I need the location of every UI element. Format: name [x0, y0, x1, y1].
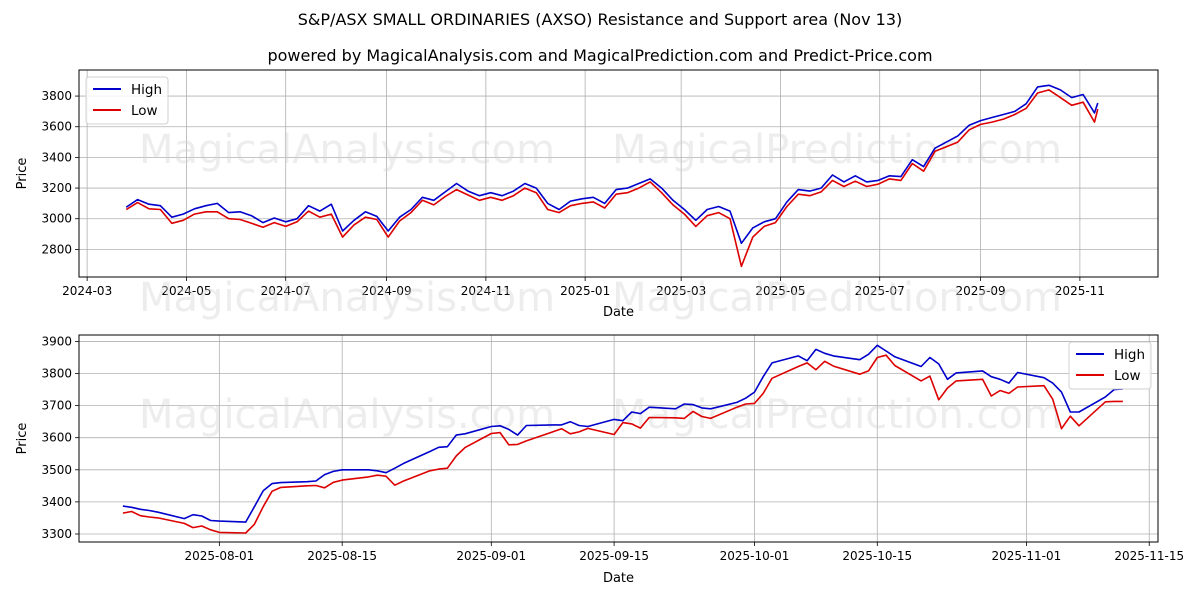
- price-history-plot: MagicalAnalysis.com MagicalPrediction.co…: [15, 69, 1159, 321]
- x-tick-label: 2025-05: [755, 284, 805, 298]
- x-tick-label: 2025-09-15: [579, 549, 649, 563]
- x-tick-label: 2025-10-01: [720, 549, 790, 563]
- x-tick-label: 2024-05: [161, 284, 211, 298]
- watermark-magicalanalysis: MagicalAnalysis.com: [139, 392, 555, 438]
- y-axis-ticks: 3300 3400 3500 3600 3700 3800 3900: [41, 334, 79, 541]
- axes-frame: [78, 69, 1159, 278]
- legend-low-label: Low: [131, 103, 158, 119]
- axes-frame: [78, 334, 1159, 543]
- y-tick-label: 3700: [41, 399, 72, 413]
- x-tick-label: 2025-11: [1055, 284, 1105, 298]
- y-tick-label: 3800: [41, 367, 72, 381]
- watermark-magicalprediction: MagicalPrediction.com: [612, 275, 1062, 321]
- x-axis-label: Date: [603, 305, 634, 320]
- watermark-magicalprediction: MagicalPrediction.com: [612, 127, 1062, 173]
- x-tick-label: 2025-09-01: [456, 549, 526, 563]
- y-tick-label: 3500: [41, 463, 72, 477]
- grid-lines: [79, 70, 1158, 277]
- x-tick-label: 2024-11: [461, 284, 511, 298]
- legend-high-label: High: [131, 82, 162, 98]
- x-tick-label: 2025-03: [656, 284, 706, 298]
- series-lines: [125, 84, 1099, 268]
- x-axis-ticks: 2024-03 2024-05 2024-07 2024-09 2024-11 2025-…: [62, 277, 1105, 298]
- y-tick-label: 3400: [41, 150, 72, 164]
- series-low-line: [122, 354, 1123, 534]
- x-tick-label: 2025-10-15: [842, 549, 912, 563]
- series-lines: [122, 344, 1123, 534]
- series-low-line: [125, 89, 1099, 268]
- legend: High Low: [1068, 341, 1152, 390]
- x-tick-label: 2025-07: [855, 284, 905, 298]
- chart-title: S&P/ASX SMALL ORDINARIES (AXSO) Resistan…: [297, 10, 903, 29]
- chart-subtitle: powered by MagicalAnalysis.com and Magic…: [267, 46, 933, 65]
- y-tick-label: 3300: [41, 527, 72, 541]
- legend: High Low: [85, 76, 169, 125]
- x-tick-label: 2025-08-15: [307, 549, 377, 563]
- y-axis-ticks: 2800 3000 3200 3400 3600 3800: [41, 89, 79, 256]
- watermark-magicalanalysis: MagicalAnalysis.com: [139, 275, 555, 321]
- grid-lines: [79, 335, 1158, 542]
- x-tick-label: 2024-07: [261, 284, 311, 298]
- watermark-magicalprediction: MagicalPrediction.com: [612, 392, 1062, 438]
- series-high-line: [122, 344, 1123, 523]
- x-tick-label: 2024-03: [62, 284, 112, 298]
- y-tick-label: 3600: [41, 431, 72, 445]
- x-tick-label: 2025-01: [560, 284, 610, 298]
- y-axis-label: Price: [15, 423, 30, 455]
- legend-low-label: Low: [1114, 368, 1141, 384]
- y-tick-label: 3800: [41, 89, 72, 103]
- recent-price-plot: MagicalAnalysis.com MagicalPrediction.co…: [15, 334, 1184, 586]
- y-tick-label: 3400: [41, 495, 72, 509]
- x-tick-label: 2025-09: [956, 284, 1006, 298]
- y-tick-label: 2800: [41, 242, 72, 256]
- x-tick-label: 2025-11-15: [1114, 549, 1184, 563]
- y-tick-label: 3600: [41, 120, 72, 134]
- x-tick-label: 2025-11-01: [992, 549, 1062, 563]
- x-tick-label: 2024-09: [362, 284, 412, 298]
- series-high-line: [125, 84, 1099, 245]
- y-tick-label: 3200: [41, 181, 72, 195]
- x-axis-label: Date: [603, 571, 634, 586]
- y-tick-label: 3900: [41, 334, 72, 348]
- x-tick-label: 2025-08-01: [184, 549, 254, 563]
- watermark-magicalanalysis: MagicalAnalysis.com: [139, 127, 555, 173]
- y-axis-label: Price: [15, 158, 30, 190]
- x-axis-ticks: 2025-08-01 2025-08-15 2025-09-01 2025-09-15…: [184, 542, 1184, 563]
- legend-high-label: High: [1114, 347, 1145, 363]
- y-tick-label: 3000: [41, 212, 72, 226]
